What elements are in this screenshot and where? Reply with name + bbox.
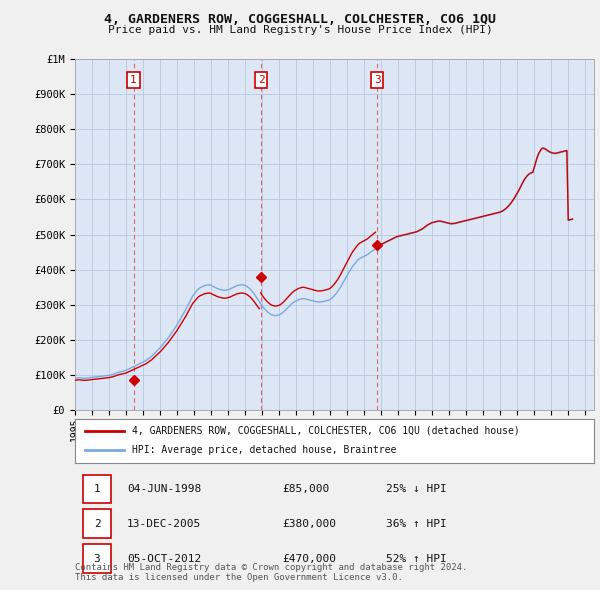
Text: 4, GARDENERS ROW, COGGESHALL, COLCHESTER, CO6 1QU: 4, GARDENERS ROW, COGGESHALL, COLCHESTER… bbox=[104, 13, 496, 26]
Text: 3: 3 bbox=[94, 553, 100, 563]
Text: 52% ↑ HPI: 52% ↑ HPI bbox=[386, 553, 447, 563]
Text: 04-JUN-1998: 04-JUN-1998 bbox=[127, 484, 201, 494]
Text: 36% ↑ HPI: 36% ↑ HPI bbox=[386, 519, 447, 529]
Text: 1: 1 bbox=[130, 75, 137, 85]
Text: 25% ↓ HPI: 25% ↓ HPI bbox=[386, 484, 447, 494]
Bar bbox=[83, 509, 112, 538]
Bar bbox=[83, 545, 112, 573]
Text: 2: 2 bbox=[258, 75, 265, 85]
Text: HPI: Average price, detached house, Braintree: HPI: Average price, detached house, Brai… bbox=[132, 445, 397, 455]
Text: 4, GARDENERS ROW, COGGESHALL, COLCHESTER, CO6 1QU (detached house): 4, GARDENERS ROW, COGGESHALL, COLCHESTER… bbox=[132, 426, 520, 436]
Text: 2: 2 bbox=[94, 519, 100, 529]
Text: Contains HM Land Registry data © Crown copyright and database right 2024.
This d: Contains HM Land Registry data © Crown c… bbox=[75, 563, 467, 582]
Text: 05-OCT-2012: 05-OCT-2012 bbox=[127, 553, 201, 563]
Text: 3: 3 bbox=[374, 75, 380, 85]
Bar bbox=[83, 474, 112, 503]
Text: Price paid vs. HM Land Registry's House Price Index (HPI): Price paid vs. HM Land Registry's House … bbox=[107, 25, 493, 35]
Text: 1: 1 bbox=[94, 484, 100, 494]
Text: £470,000: £470,000 bbox=[283, 553, 337, 563]
Text: 13-DEC-2005: 13-DEC-2005 bbox=[127, 519, 201, 529]
Text: £85,000: £85,000 bbox=[283, 484, 330, 494]
Text: £380,000: £380,000 bbox=[283, 519, 337, 529]
